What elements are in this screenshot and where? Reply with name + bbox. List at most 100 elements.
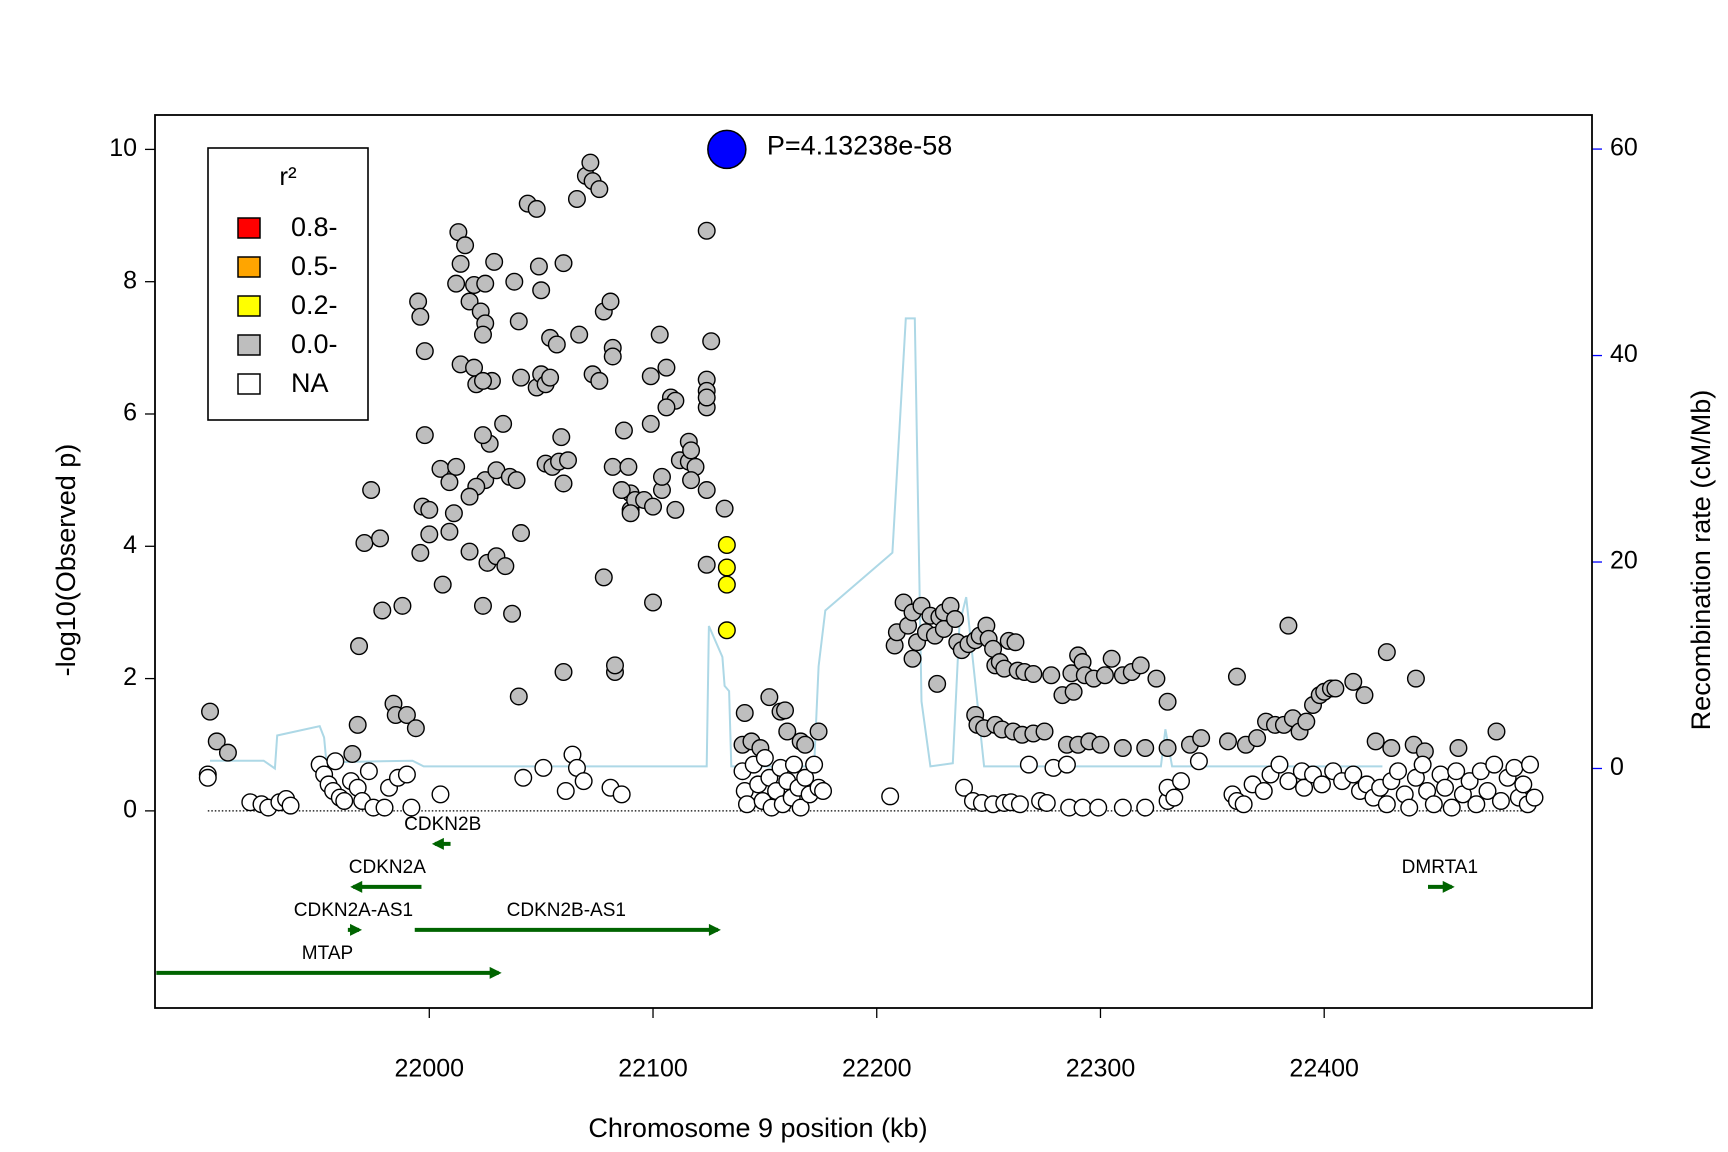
x-tick-label: 22000: [395, 1055, 465, 1083]
snp-point: [1042, 666, 1061, 685]
snp-point: [1192, 729, 1211, 748]
snp-point: [612, 481, 631, 500]
y-tick-label: 4: [123, 531, 137, 559]
snp-point: [335, 791, 354, 810]
snp-point: [1234, 795, 1253, 814]
snp-point: [343, 744, 362, 763]
snp-point: [1270, 755, 1289, 774]
snp-point: [198, 768, 217, 787]
snp-point: [1514, 775, 1533, 794]
snp-point: [373, 601, 392, 620]
snp-point: [717, 535, 736, 554]
snp-point: [682, 441, 701, 460]
snp-point: [512, 524, 531, 543]
snp-point: [527, 199, 546, 218]
snp-point: [796, 768, 815, 787]
snp-point: [805, 755, 824, 774]
gene-label: CDKN2B-AS1: [507, 900, 626, 921]
snp-point: [717, 621, 736, 640]
y-tick-label: 0: [123, 795, 137, 823]
snp-point: [1525, 788, 1544, 807]
x-axis-title: Chromosome 9 position (kb): [588, 1113, 927, 1143]
snp-point: [1344, 765, 1363, 784]
snp-point: [657, 358, 676, 377]
snp-point: [1102, 649, 1121, 668]
snp-point: [415, 426, 434, 445]
snp-point: [570, 325, 589, 344]
snp-point: [505, 272, 524, 291]
snp-point: [1491, 791, 1510, 810]
snp-point: [411, 307, 430, 326]
snp-point: [473, 325, 492, 344]
snp-point: [1113, 739, 1132, 758]
snp-point: [281, 796, 300, 815]
snp-point: [362, 481, 381, 500]
snp-point: [603, 457, 622, 476]
legend-title: r²: [279, 161, 297, 191]
snp-point: [641, 414, 660, 433]
snp-point: [496, 557, 515, 576]
snp-point: [503, 604, 522, 623]
snp-point: [1057, 755, 1076, 774]
snp-point: [1344, 672, 1363, 691]
y2-tick-label: 0: [1610, 753, 1624, 781]
snp-point: [507, 471, 526, 490]
y-tick-label: 10: [109, 134, 137, 162]
snp-point: [652, 467, 671, 486]
snp-point: [735, 703, 754, 722]
snp-point: [881, 787, 900, 806]
snp-point: [1147, 669, 1166, 688]
x-tick-label: 22100: [618, 1055, 688, 1083]
snp-point: [1382, 739, 1401, 758]
snp-point: [559, 451, 578, 470]
legend-label: 0.8-: [291, 212, 338, 242]
snp-point: [1487, 722, 1506, 741]
snp-point: [809, 722, 828, 741]
snp-point: [574, 772, 593, 791]
snp-point: [541, 368, 560, 387]
plot-frame: [154, 114, 1593, 1009]
snp-point: [1035, 722, 1054, 741]
snp-point: [359, 762, 378, 781]
snp-point: [697, 221, 716, 240]
y-tick-label: 2: [123, 663, 137, 691]
snp-point: [946, 610, 965, 629]
snp-point: [1073, 798, 1092, 817]
snp-point: [473, 596, 492, 615]
snp-point: [512, 368, 531, 387]
snp-point: [760, 688, 779, 707]
legend-swatch: [237, 334, 261, 356]
y-axis-title: -log10(Observed p): [51, 444, 81, 677]
legend-swatch: [237, 373, 261, 395]
snp-point: [1279, 616, 1298, 635]
y2-axis-title: Recombination rate (cM/Mb): [1686, 390, 1716, 731]
snp-point: [1254, 782, 1273, 801]
snp-point: [529, 257, 548, 276]
snp-point: [1218, 732, 1237, 751]
y-tick-label: 6: [123, 399, 137, 427]
snp-point: [456, 236, 475, 255]
snp-point: [1366, 732, 1385, 751]
snp-point: [1400, 798, 1419, 817]
snp-point: [444, 504, 463, 523]
snp-point: [375, 798, 394, 817]
snp-point: [440, 522, 459, 541]
snp-point: [371, 529, 390, 548]
snp-point: [814, 782, 833, 801]
snp-point: [1449, 739, 1468, 758]
legend-box: [207, 147, 369, 421]
snp-point: [1165, 788, 1184, 807]
snp-point: [1326, 679, 1345, 698]
gene-arrowhead: [350, 880, 363, 893]
snp-point: [1189, 752, 1208, 771]
gene-label: MTAP: [302, 943, 353, 964]
snp-point: [1064, 682, 1083, 701]
snp-point: [1136, 798, 1155, 817]
snp-point: [1279, 772, 1298, 791]
snp-point: [409, 292, 428, 311]
snp-point: [447, 274, 466, 293]
snp-point: [1037, 793, 1056, 812]
snp-point: [476, 274, 495, 293]
lead-snp: [707, 129, 747, 170]
